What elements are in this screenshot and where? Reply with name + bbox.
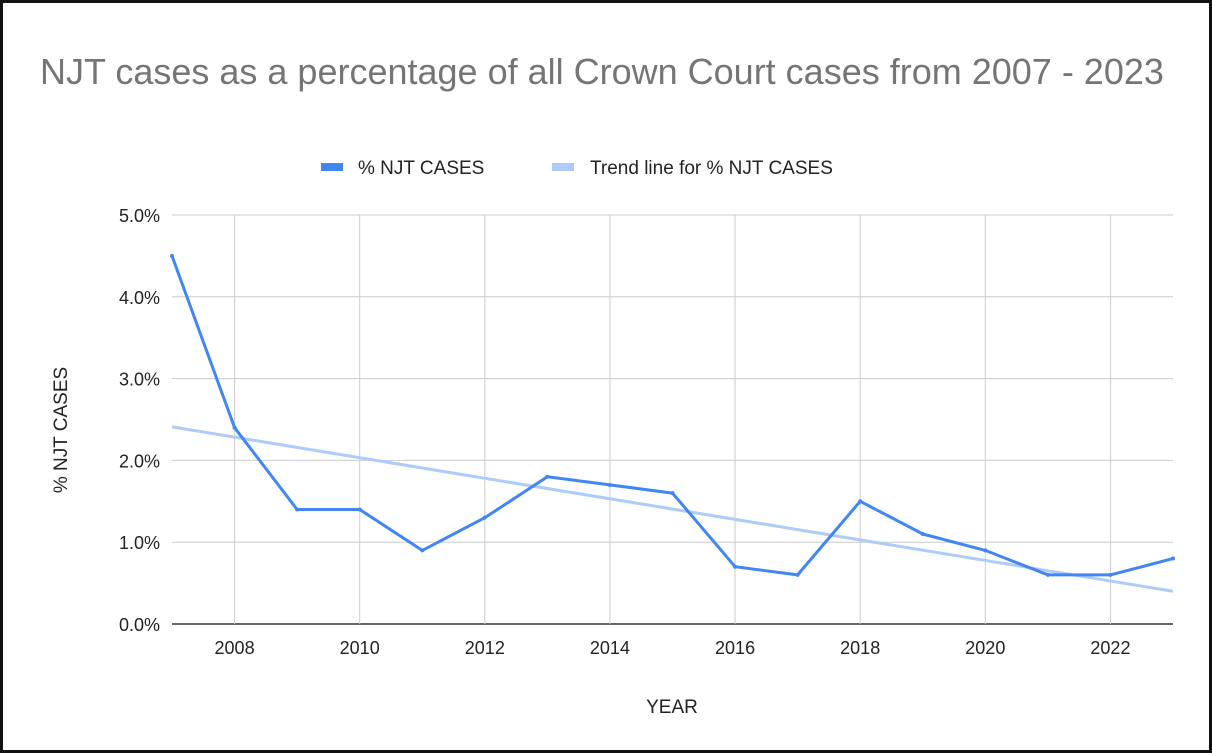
data-point — [545, 474, 550, 479]
x-tick-label: 2022 — [1090, 638, 1130, 658]
y-tick-label: 1.0% — [119, 533, 160, 553]
data-point — [482, 515, 487, 520]
data-point — [858, 499, 863, 504]
x-tick-label: 2014 — [590, 638, 630, 658]
data-point — [1045, 572, 1050, 577]
data-point — [733, 564, 738, 569]
tick-labels: 0.0% 1.0% 2.0% 3.0% 4.0% 5.0% 2008 2010 2012 2014… — [119, 206, 1130, 658]
y-tick-label: 3.0% — [119, 370, 160, 390]
data-point — [1171, 556, 1175, 561]
data-point — [795, 572, 800, 577]
data-point — [357, 507, 362, 512]
x-tick-label: 2018 — [840, 638, 880, 658]
y-tick-label: 2.0% — [119, 451, 160, 471]
data-point — [420, 548, 425, 553]
y-tick-label: 4.0% — [119, 288, 160, 308]
x-axis-label: YEAR — [646, 697, 698, 718]
data-point — [670, 491, 675, 496]
data-point — [1108, 572, 1113, 577]
data-point — [607, 482, 612, 487]
legend-swatch-njt-cases — [321, 163, 343, 171]
legend: % NJT CASES Trend line for % NJT CASES — [321, 158, 833, 179]
chart-title: NJT cases as a percentage of all Crown C… — [40, 51, 1164, 92]
trend-line — [171, 425, 1174, 593]
legend-label-njt-cases: % NJT CASES — [358, 158, 484, 179]
series-lines — [170, 253, 1175, 593]
data-point — [920, 532, 925, 537]
series-line-njt-cases — [170, 254, 1175, 577]
x-tick-label: 2008 — [215, 638, 255, 658]
y-tick-label: 5.0% — [119, 206, 160, 226]
data-point — [170, 253, 174, 258]
x-tick-label: 2012 — [465, 638, 505, 658]
y-tick-label: 0.0% — [119, 615, 160, 635]
x-tick-label: 2016 — [715, 638, 755, 658]
grid — [172, 214, 1173, 625]
data-point — [295, 507, 300, 512]
x-tick-label: 2020 — [965, 638, 1005, 658]
x-tick-label: 2010 — [340, 638, 380, 658]
data-point — [983, 548, 988, 553]
y-axis-label: % NJT CASES — [51, 367, 72, 493]
legend-swatch-trend-line — [552, 163, 574, 171]
legend-label-trend-line: Trend line for % NJT CASES — [590, 158, 833, 179]
data-point — [232, 425, 237, 430]
